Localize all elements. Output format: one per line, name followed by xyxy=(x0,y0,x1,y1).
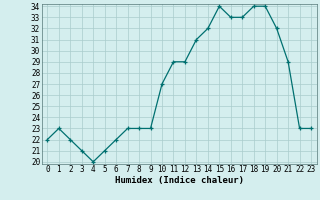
X-axis label: Humidex (Indice chaleur): Humidex (Indice chaleur) xyxy=(115,176,244,185)
